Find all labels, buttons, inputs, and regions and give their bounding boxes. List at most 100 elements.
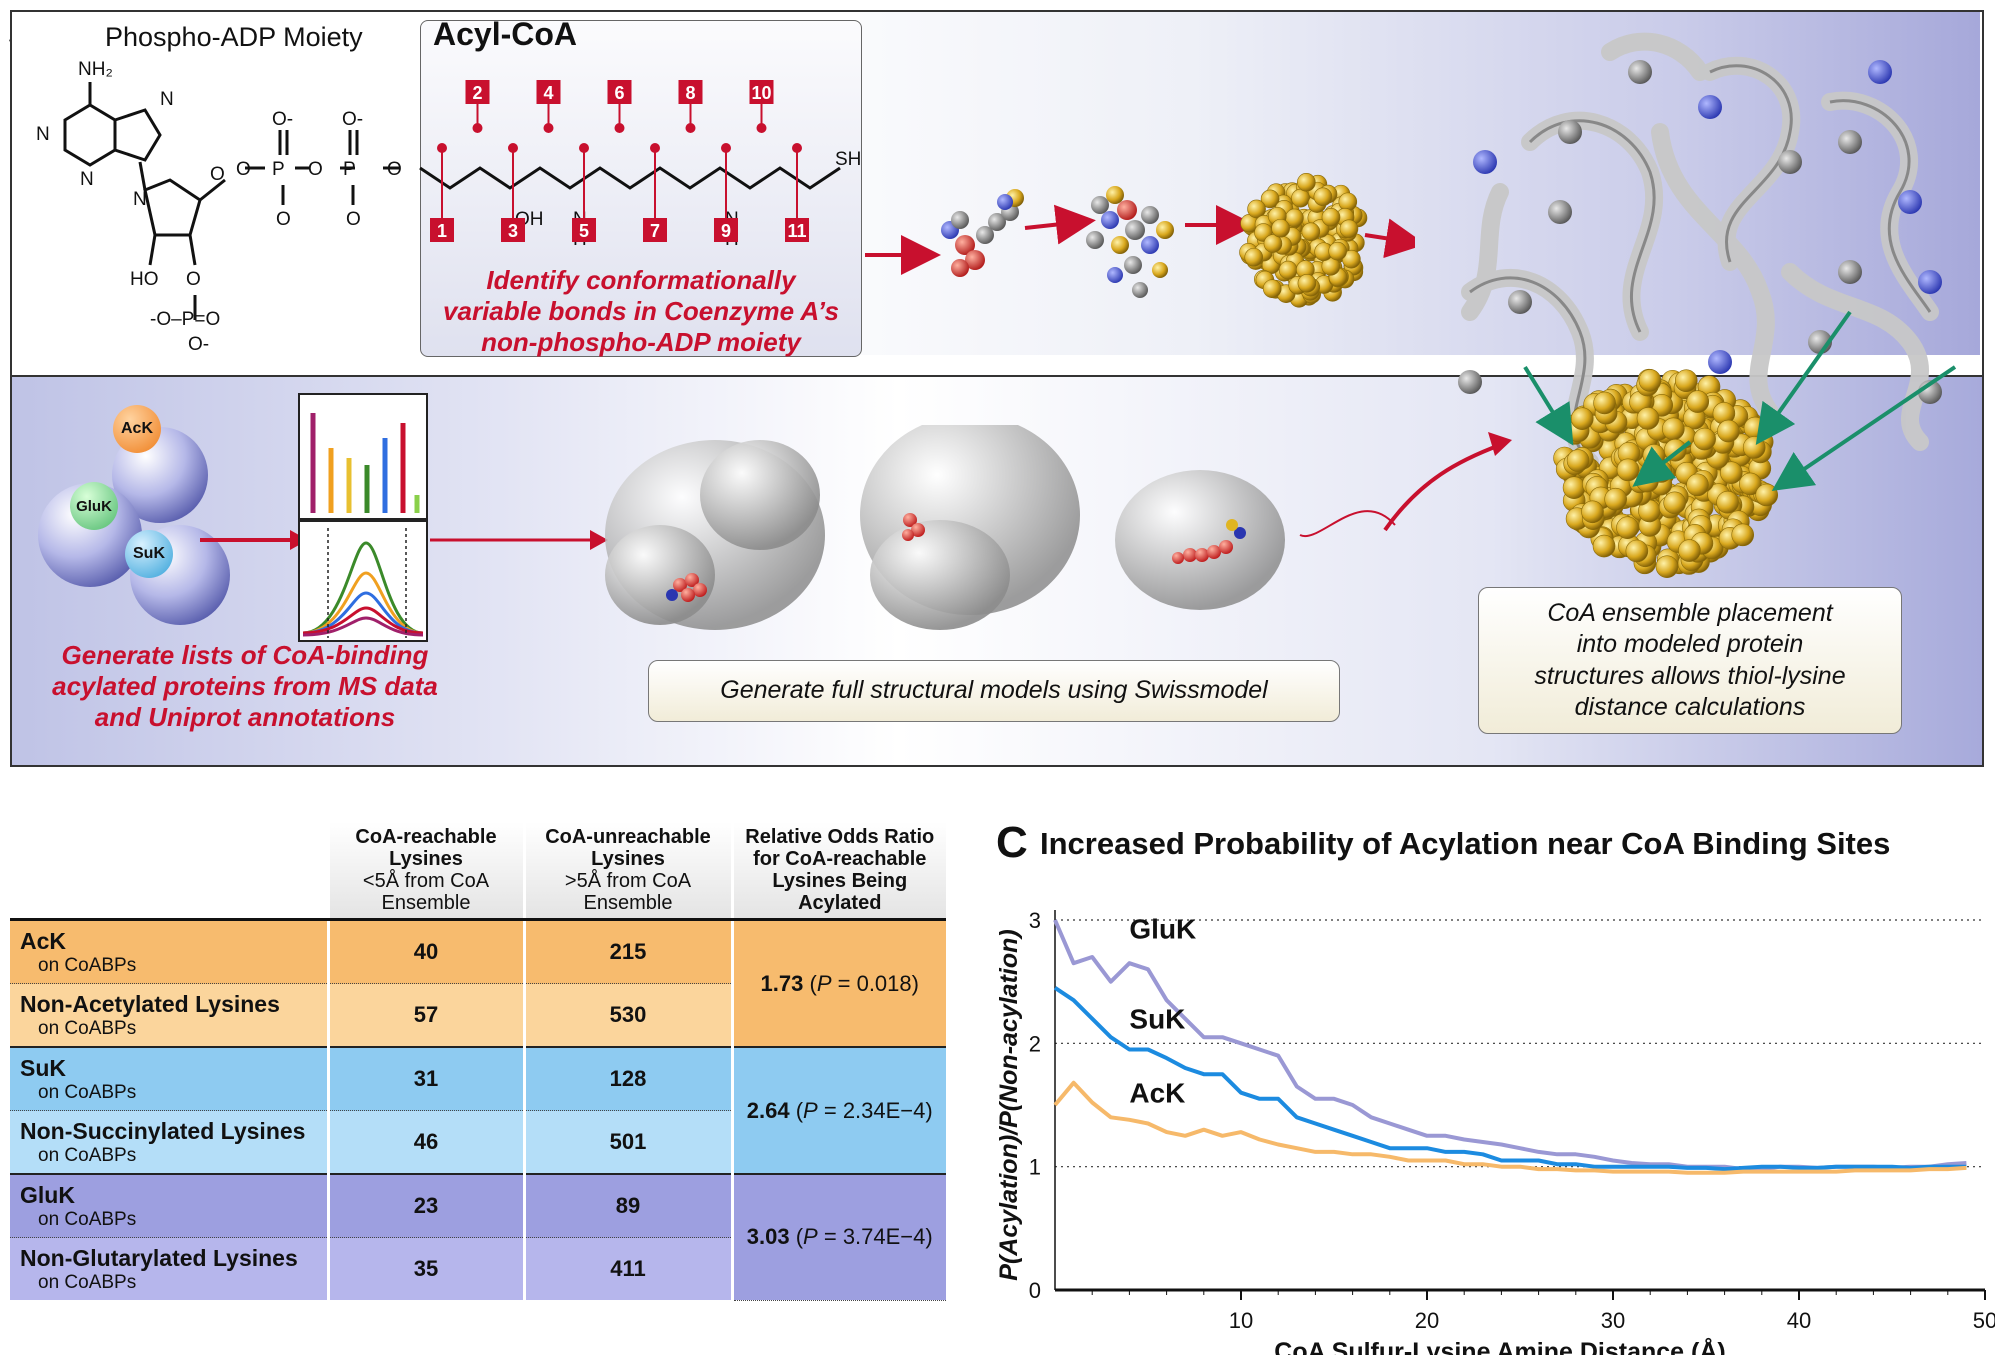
bond-markers: 1 2 3 4 5 6 7 8 9 10 11	[430, 80, 809, 242]
svg-text:O: O	[387, 159, 402, 180]
ensemble-atom	[1720, 461, 1743, 484]
lysine-atom	[1698, 95, 1722, 119]
ensemble-atom	[1321, 207, 1341, 227]
bond-number-box	[643, 218, 667, 242]
gluk-protein-label: GluK	[70, 482, 118, 530]
lysine-atom	[1508, 290, 1532, 314]
bond-number: 9	[721, 221, 731, 241]
svg-text:N: N	[133, 189, 147, 210]
bond-number: 11	[787, 221, 806, 241]
svg-text:O: O	[346, 209, 361, 230]
swissmodel-caption-box: Generate full structural models using Sw…	[648, 660, 1340, 722]
lysine-atom	[1778, 150, 1802, 174]
series-label-gluk: GluK	[1129, 914, 1196, 945]
acyl-coa-box	[420, 20, 862, 357]
ensemble-atom	[1731, 523, 1755, 547]
bond-number: 4	[543, 83, 553, 103]
swissmodel-caption: Generate full structural models using Sw…	[720, 676, 1268, 705]
protein-ensemble-model	[1458, 32, 1957, 578]
acyl-coa-label: Acyl-CoA	[433, 16, 578, 52]
lysine-atom	[1838, 130, 1862, 154]
ensemble-atom	[1693, 427, 1716, 451]
ensemble-atom	[1674, 369, 1698, 393]
bond-number: 1	[437, 221, 447, 241]
p1-label: P	[272, 159, 285, 180]
x-tick-label: 50	[1973, 1308, 1995, 1333]
svg-text:O: O	[236, 159, 251, 180]
lysine-atom	[1473, 150, 1497, 174]
bond-number: 6	[614, 83, 624, 103]
bond-number-box	[465, 80, 490, 104]
lysine-atom	[1868, 60, 1892, 84]
ensemble-atom	[1739, 472, 1762, 496]
ho-label: HO	[130, 269, 159, 290]
y-tick-label: 2	[1029, 1031, 1041, 1056]
identify-bonds-text: Identify conformationally variable bonds…	[443, 265, 839, 358]
coa-conformer-ensemble	[865, 173, 1415, 308]
table-row: Non-Glutarylated Lysines on CoABPs 35 411	[10, 1237, 946, 1300]
x-tick-label: 30	[1601, 1308, 1625, 1333]
ensemble-caption-box: CoA ensemble placement into modeled prot…	[1478, 587, 1902, 734]
table-row: SuK on CoABPs 31 128 2.64 (P = 2.34E−4)	[10, 1047, 946, 1175]
y-tick-label: 3	[1029, 908, 1041, 933]
ensemble-atom	[1581, 500, 1604, 524]
ensemble-atom	[1592, 534, 1616, 558]
svg-text:O: O	[186, 269, 201, 290]
y-axis-label: P(Acylation)/P(Non-acylation)	[995, 929, 1023, 1280]
series-label-ack: AcK	[1129, 1078, 1185, 1109]
bond-number: 10	[751, 83, 771, 103]
bond-number: 7	[650, 221, 660, 241]
ensemble-atom	[1636, 407, 1660, 430]
ensemble-atom	[1263, 234, 1283, 253]
svg-text:O-: O-	[342, 109, 363, 130]
bond-number-box	[536, 80, 561, 104]
header-reachable: CoA-reachable Lysines <5Å from CoA Ensemb…	[326, 822, 524, 921]
bond-number-box	[714, 218, 738, 242]
suk-protein-label: SuK	[125, 530, 173, 578]
bond-number: 2	[472, 83, 482, 103]
bond-number: 3	[508, 221, 518, 241]
ensemble-atom	[1297, 173, 1316, 192]
ensemble-atom	[1301, 222, 1321, 242]
ensemble-atom	[1297, 274, 1317, 293]
bond-number-box	[678, 80, 703, 104]
table-header-row: CoA-reachable Lysines <5Å from CoA Ensemb…	[10, 822, 946, 921]
svg-text:O-: O-	[272, 109, 293, 130]
x-axis-label: CoA Sulfur-Lysine Amine Distance (Å)	[1274, 1337, 1725, 1355]
ms-data-plots	[298, 393, 428, 642]
svg-text:O-: O-	[188, 334, 209, 350]
ensemble-atom	[1260, 189, 1280, 209]
ensemble-atom	[1625, 539, 1649, 563]
ack-protein-label: AcK	[113, 405, 161, 453]
ensemble-atom	[1638, 369, 1662, 392]
x-tick-label: 40	[1787, 1308, 1811, 1333]
bond-number: 5	[579, 221, 589, 241]
y-tick-label: 0	[1029, 1278, 1041, 1303]
lysine-odds-table: CoA-reachable Lysines <5Å from CoA Ensemb…	[10, 822, 946, 1301]
swissmodel-structures	[605, 425, 1396, 630]
ensemble-atom	[1742, 436, 1766, 459]
ensemble-atom	[1663, 491, 1686, 515]
sh-label: SH	[835, 149, 860, 170]
ensemble-atom	[1328, 241, 1347, 261]
table-row: Non-Acetylated Lysines on CoABPs 57 530	[10, 983, 946, 1048]
svg-text:O: O	[308, 159, 323, 180]
phospho-adp-label: Phospho-ADP Moiety	[105, 22, 363, 52]
table-row: Non-Succinylated Lysines on CoABPs 46 501	[10, 1110, 946, 1175]
lysine-atom	[1628, 60, 1652, 84]
bond-number-box	[785, 218, 809, 242]
ensemble-atom	[1313, 187, 1333, 207]
ensemble-atom	[1616, 458, 1640, 482]
bond-number-box	[749, 80, 774, 104]
svg-text:N: N	[160, 89, 174, 110]
ensemble-atom	[1716, 490, 1739, 514]
bond-number-box	[430, 218, 454, 242]
lysine-atom	[1918, 270, 1942, 294]
generate-lists-text: Generate lists of CoA-binding acylated p…	[52, 640, 438, 733]
bond-number: 8	[685, 83, 695, 103]
bond-number-box	[607, 80, 632, 104]
series-label-suk: SuK	[1129, 1004, 1185, 1035]
lysine-atom	[1708, 350, 1732, 374]
nh2-label: NH₂	[78, 59, 113, 80]
ensemble-atom	[1338, 192, 1358, 212]
